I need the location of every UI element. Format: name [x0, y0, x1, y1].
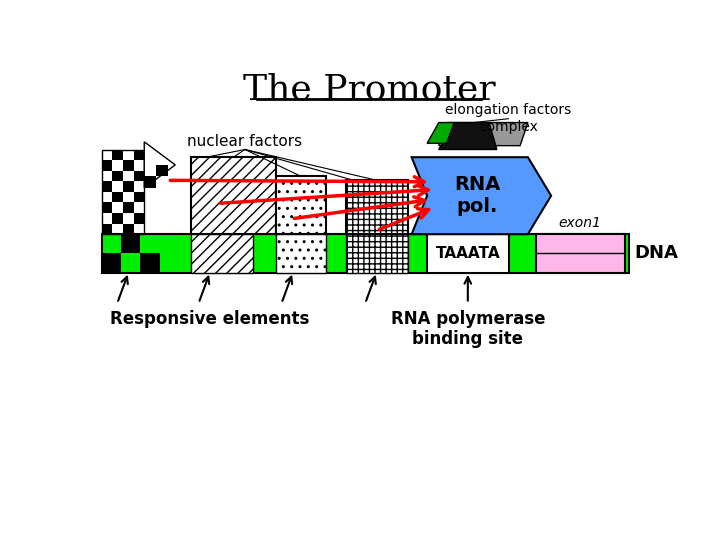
Bar — [191, 234, 253, 273]
Bar — [134, 171, 144, 181]
Text: Responsive elements: Responsive elements — [110, 309, 310, 328]
Text: The Promoter: The Promoter — [243, 72, 495, 106]
Polygon shape — [427, 123, 454, 143]
Bar — [134, 213, 144, 224]
Bar — [112, 171, 123, 181]
Bar — [112, 192, 123, 202]
Bar — [144, 177, 156, 188]
Text: RNA
pol.: RNA pol. — [454, 175, 500, 216]
Bar — [102, 181, 112, 192]
Bar — [102, 234, 629, 273]
Bar — [536, 234, 625, 273]
Text: RNA polymerase
binding site: RNA polymerase binding site — [390, 309, 545, 348]
Text: elongation factors
complex: elongation factors complex — [446, 103, 572, 133]
Bar — [276, 177, 326, 234]
Text: exon1: exon1 — [559, 217, 601, 231]
Bar — [123, 160, 134, 171]
Bar — [112, 213, 123, 224]
Bar — [102, 160, 112, 171]
Bar — [134, 150, 144, 160]
Bar — [123, 224, 134, 234]
Polygon shape — [412, 157, 551, 234]
Polygon shape — [144, 142, 175, 188]
Bar — [123, 181, 134, 192]
Bar — [102, 150, 144, 234]
Polygon shape — [438, 123, 497, 150]
Bar — [156, 165, 168, 177]
Bar — [276, 234, 326, 273]
Bar — [346, 180, 408, 234]
Bar — [346, 234, 408, 273]
Bar — [123, 202, 134, 213]
Text: TAAATA: TAAATA — [436, 246, 500, 261]
Bar — [102, 224, 112, 234]
Bar — [121, 234, 140, 253]
Text: nuclear factors: nuclear factors — [187, 134, 302, 150]
Polygon shape — [438, 123, 528, 146]
Bar — [112, 150, 123, 160]
Bar — [191, 157, 276, 234]
Bar — [134, 192, 144, 202]
Bar — [427, 234, 508, 273]
Bar — [102, 253, 121, 273]
Bar — [102, 202, 112, 213]
Text: DNA: DNA — [634, 245, 678, 262]
Bar — [140, 253, 160, 273]
